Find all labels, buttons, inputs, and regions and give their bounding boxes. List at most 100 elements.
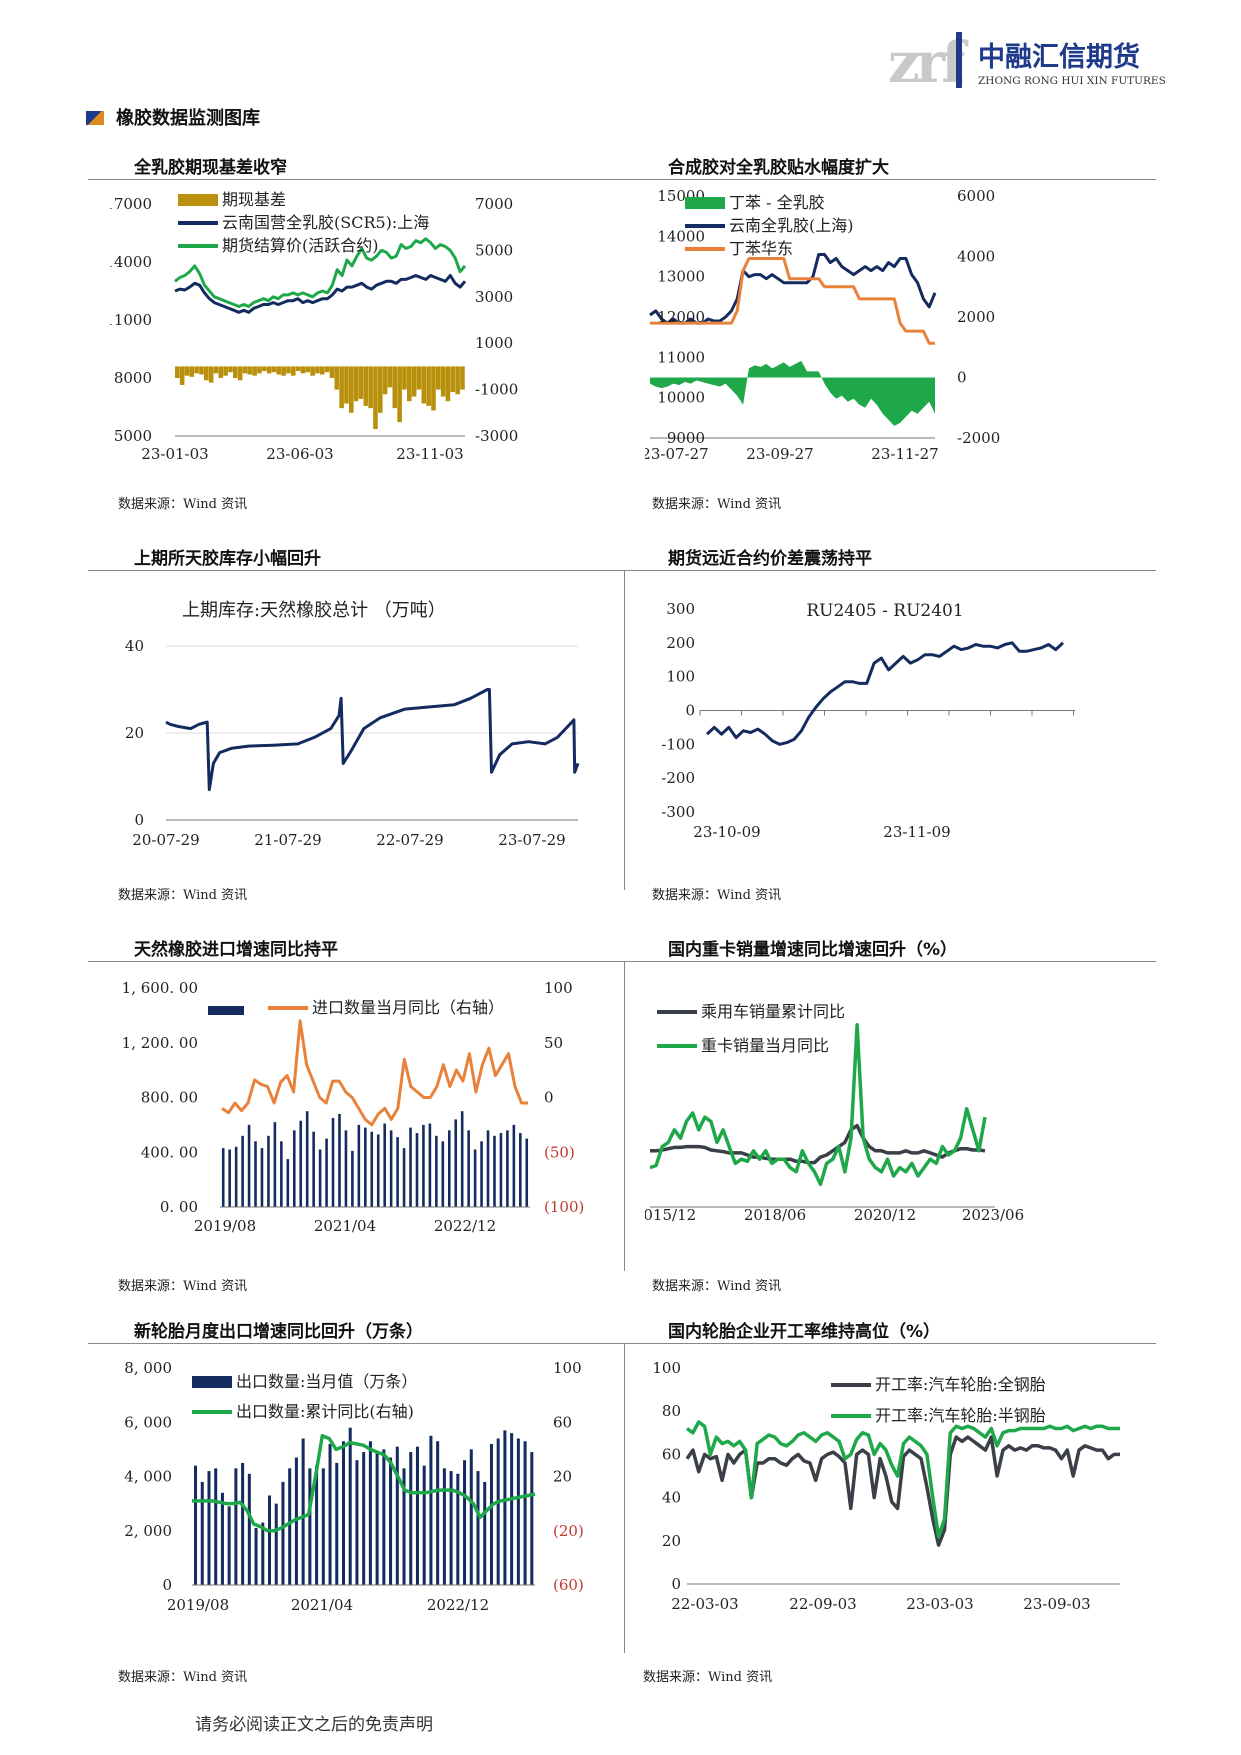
bar-exports [341,1441,346,1585]
x-tick-label: 2021/04 [314,1217,376,1235]
bar-basis [353,366,359,402]
bar-basis [199,366,204,375]
y-tick-label: 4, 000 [124,1468,172,1486]
bar-imports [383,1123,386,1207]
y-tick-label: 300 [666,600,695,618]
y-tick-label: 0 [685,702,695,720]
bar-basis [387,366,393,388]
bar-exports [254,1528,258,1585]
bar-imports [364,1127,367,1207]
line-import-yoy [221,1019,528,1127]
y-tick-label: 80 [662,1402,681,1420]
x-tick-label: 23-06-03 [266,445,333,463]
y-tick-label: 20 [662,1532,681,1550]
bar-basis [184,366,190,376]
x-tick-label: 22-03-03 [671,1595,738,1613]
bar-exports [274,1503,278,1585]
bar-imports [273,1122,277,1207]
bar-basis [411,366,417,397]
divider [88,570,1156,571]
bar-exports [442,1468,446,1585]
bar-exports [348,1427,352,1585]
bar-imports [312,1131,315,1207]
bar-basis [247,366,253,375]
line-sbr [650,257,935,345]
y2-tick-label: -1000 [475,381,518,399]
y2-tick-label: 20 [553,1468,572,1486]
x-tick-label: 21-07-29 [254,831,321,849]
bar-basis [460,366,465,390]
line-series-2 [174,237,467,308]
divider [88,179,1156,180]
bar-basis [450,366,456,392]
x-tick-label: 2018/06 [744,1206,806,1224]
bar-exports [200,1481,204,1585]
bar-exports [362,1452,366,1585]
x-tick-label: 2015/12 [645,1206,696,1224]
chart-shfe-inventory: 上期库存:天然橡胶总计 （万吨） 0 20 40 20-07-29 21-07-29 22-… [125,600,580,849]
y-tick-label: -200 [661,769,695,787]
line-inventory [165,688,580,792]
bar-imports [305,1111,309,1207]
bar-basis [237,366,243,381]
line-spread [705,641,1065,746]
y-tick-label: 6, 000 [124,1413,172,1431]
chart-title-4: 期货远近合约价差震荡持平 [668,549,872,569]
legend-swatch [178,194,218,206]
bar-basis [276,366,282,375]
bar-exports [449,1471,453,1585]
bar-imports [396,1137,399,1207]
y-tick-label: 12000 [657,308,705,326]
bar-basis [233,366,238,378]
y2-tick-label: 4000 [957,248,995,266]
divider [624,1343,625,1653]
data-source: 数据来源：Wind 资讯 [118,888,248,903]
company-name-cn: 中融汇信期货 [978,41,1140,73]
bar-basis [208,366,214,383]
y2-tick-label: 100 [544,979,573,997]
chart-basis: 5000 8000 11000 14000 17000 -3000 -1000 1000 300… [110,190,518,463]
legend-label: 期货结算价(活跃合约) [222,236,379,255]
bar-exports [395,1446,399,1585]
bar-exports [469,1449,473,1585]
section-title: 橡胶数据监测图库 [86,104,260,130]
bar-basis [349,366,354,413]
bar-basis [407,366,412,402]
bar-imports [325,1138,328,1207]
y-tick-label: 1, 600. 00 [122,979,198,997]
bar-exports [241,1462,245,1585]
bar-exports [436,1441,440,1585]
bar-exports [281,1481,285,1585]
bar-basis [179,366,185,385]
y-tick-label: 800. 00 [141,1089,198,1107]
bar-exports [214,1468,218,1585]
data-source: 数据来源：Wind 资讯 [643,1670,773,1685]
bar-imports [376,1134,380,1207]
bar-exports [489,1443,493,1585]
line-series-1 [174,274,467,314]
bar-basis [262,366,267,372]
chart-title-1: 全乳胶期现基差收窄 [134,158,287,178]
x-tick-label: 2019/08 [167,1596,229,1614]
legend-swatch [192,1376,232,1388]
chart-calendar-spread: RU2405 - RU2401 -300 -200 -100 0 100 200 300 23-… [661,600,1075,841]
bar-basis [281,366,286,376]
bar-exports [335,1462,339,1585]
bar-imports [467,1130,470,1207]
bar-basis [324,366,330,373]
x-tick-label: 23-03-03 [906,1595,973,1613]
bar-imports [260,1148,264,1207]
y-tick-label: 20 [125,724,144,742]
y-tick-label: 60 [662,1445,681,1463]
line-passenger-cars [650,1123,986,1165]
bar-basis [257,366,262,374]
x-tick-label: 23-10-09 [693,823,760,841]
legend-label: 乘用车销量累计同比 [701,1002,845,1021]
bar-imports [292,1130,296,1207]
x-tick-label: 2022/12 [434,1217,496,1235]
y-tick-label: 10000 [657,389,705,407]
y2-tick-label: 60 [553,1413,572,1431]
x-tick-label: 23-07-27 [645,445,709,463]
bar-exports [194,1465,198,1585]
bar-basis [310,366,315,376]
